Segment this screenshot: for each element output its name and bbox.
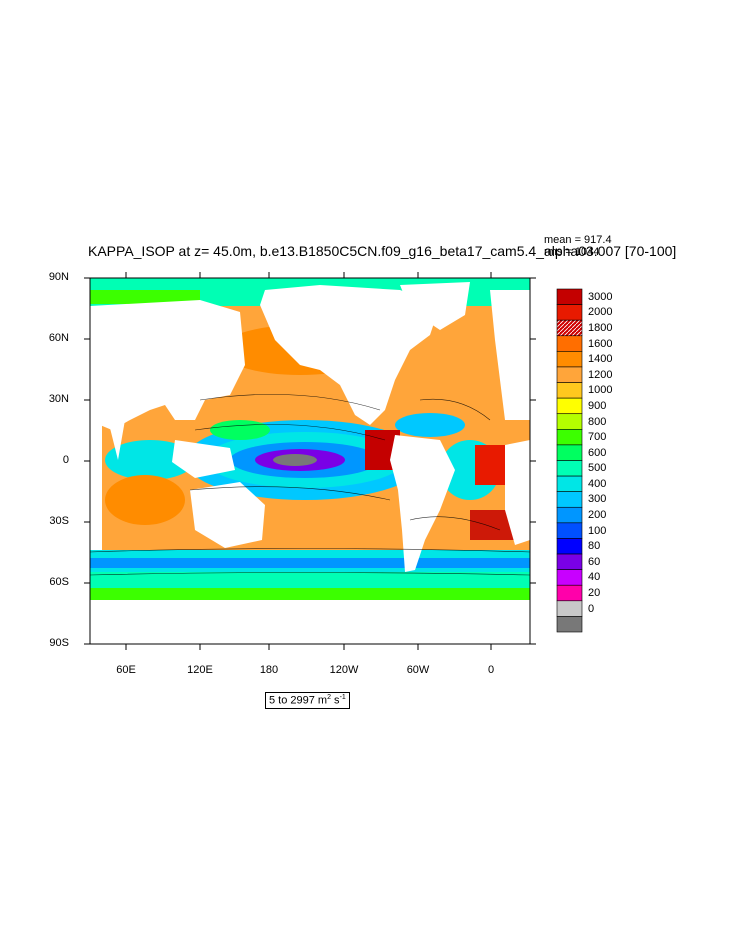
x-tick-label: 120E bbox=[187, 664, 213, 676]
ocean-field bbox=[90, 278, 530, 644]
colorbar-label: 1400 bbox=[588, 353, 613, 366]
colorbar-swatch bbox=[556, 288, 583, 305]
x-tick-marks bbox=[125, 272, 492, 650]
colorbar-label: 1000 bbox=[588, 384, 613, 397]
colorbar-label: 100 bbox=[588, 524, 607, 537]
colorbar-label: 900 bbox=[588, 399, 607, 412]
colorbar-swatch bbox=[556, 382, 583, 399]
colorbar-label: 80 bbox=[588, 540, 601, 553]
colorbar-swatch bbox=[556, 444, 583, 461]
colorbar-swatch bbox=[556, 522, 583, 539]
colorbar-swatch bbox=[556, 553, 583, 570]
range-mid: s bbox=[331, 694, 340, 707]
colorbar-swatch bbox=[556, 304, 583, 321]
colorbar-label: 2000 bbox=[588, 306, 613, 319]
x-tick-label: 0 bbox=[487, 664, 495, 676]
page-title: KAPPA_ISOP at z= 45.0m, b.e13.B1850C5CN.… bbox=[88, 243, 677, 259]
y-tick-label: 60S bbox=[49, 576, 69, 588]
colorbar-swatch bbox=[556, 616, 583, 633]
y-tick-marks bbox=[84, 277, 536, 645]
colorbar-swatch bbox=[556, 475, 583, 492]
colorbar-swatch bbox=[556, 460, 583, 477]
colorbar-swatch bbox=[556, 569, 583, 586]
y-tick-label: 30N bbox=[48, 393, 69, 405]
range-exp2: -1 bbox=[339, 694, 346, 701]
colorbar-label: 20 bbox=[588, 587, 601, 600]
colorbar-label: 1600 bbox=[588, 337, 613, 350]
colorbar-label: 60 bbox=[588, 555, 601, 568]
colorbar-swatch bbox=[556, 506, 583, 524]
colorbar-label: 1200 bbox=[588, 368, 613, 381]
x-tick-label: 180 bbox=[259, 664, 279, 676]
y-tick-label: 90S bbox=[49, 637, 69, 649]
colorbar-label: 800 bbox=[588, 415, 607, 428]
colorbar-label: 700 bbox=[588, 431, 607, 444]
colorbar-swatch bbox=[556, 538, 583, 555]
x-tick-label: 120W bbox=[329, 664, 359, 676]
colorbar-swatch bbox=[556, 397, 583, 415]
y-tick-label: 90N bbox=[48, 271, 69, 283]
colorbar-swatch bbox=[556, 335, 583, 352]
colorbar-label: 3000 bbox=[588, 290, 613, 303]
range-label: 5 to 2997 m2 s-1 bbox=[265, 692, 350, 709]
colorbar-label: 400 bbox=[588, 477, 607, 490]
colorbar-swatch bbox=[556, 413, 583, 430]
x-tick-label: 60E bbox=[116, 664, 136, 676]
colorbar-label: 1800 bbox=[588, 321, 613, 334]
rms-stat: rms = 1044 bbox=[544, 246, 600, 258]
colorbar-swatch bbox=[556, 319, 583, 337]
colorbar-label: 600 bbox=[588, 446, 607, 459]
colorbar-swatch bbox=[556, 491, 583, 508]
colorbar bbox=[556, 288, 583, 633]
y-tick-label: 60N bbox=[48, 332, 69, 344]
colorbar-swatch bbox=[556, 600, 583, 617]
y-tick-label: 30S bbox=[49, 515, 69, 527]
range-exp1: 2 bbox=[327, 694, 331, 701]
colorbar-swatch bbox=[556, 366, 583, 383]
mean-stat: mean = 917.4 bbox=[544, 234, 612, 246]
colorbar-label: 0 bbox=[588, 602, 595, 615]
colorbar-label: 40 bbox=[588, 571, 601, 584]
y-tick-label: 0 bbox=[62, 454, 69, 466]
colorbar-swatch bbox=[556, 429, 583, 446]
range-prefix: 5 to 2997 m bbox=[269, 694, 328, 707]
colorbar-label: 500 bbox=[588, 462, 607, 475]
colorbar-swatch bbox=[556, 351, 583, 368]
x-tick-label: 60W bbox=[406, 664, 430, 676]
colorbar-label: 200 bbox=[588, 509, 607, 522]
colorbar-label: 300 bbox=[588, 493, 607, 506]
colorbar-swatch bbox=[556, 584, 583, 602]
